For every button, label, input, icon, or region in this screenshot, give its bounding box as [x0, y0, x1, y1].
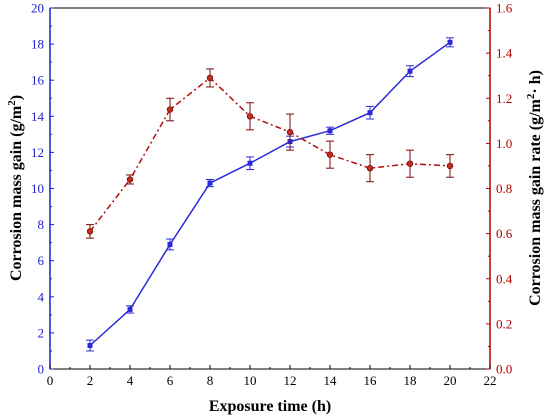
mass-gain-rate-line	[89, 76, 451, 232]
left-tick-label: 4	[38, 289, 45, 304]
x-tick-label: 16	[364, 373, 378, 388]
x-tick-label: 22	[484, 373, 497, 388]
mass-gain-rate-point	[286, 128, 294, 136]
mass-gain-point	[407, 68, 413, 74]
right-tick-label: 0.4	[496, 271, 513, 286]
right-tick-label: 1.4	[496, 46, 513, 61]
right-tick-label: 1.6	[496, 1, 513, 16]
mass-gain-point	[87, 343, 93, 349]
right-tick-label: 0.6	[496, 226, 513, 241]
left-tick-label: 16	[31, 73, 45, 88]
right-tick-label: 1.2	[496, 91, 512, 106]
mass-gain-rate-point	[86, 228, 94, 235]
left-tick-label: 8	[38, 217, 45, 232]
x-axis-title: Exposure time (h)	[209, 398, 331, 415]
x-tick-label: 14	[324, 373, 338, 388]
mass-gain-line	[89, 41, 451, 347]
left-tick-label: 6	[38, 253, 45, 268]
left-tick-label: 0	[38, 362, 45, 377]
mass-gain-point	[447, 39, 453, 45]
left-tick-label: 10	[31, 181, 44, 196]
right-tick-label: 0.2	[496, 316, 512, 331]
x-tick-label: 0	[47, 373, 54, 388]
right-axis-title: Corrosion mass gain rate (g/m2· h)	[525, 70, 544, 306]
mass-gain-point	[367, 110, 373, 116]
mass-gain-point	[127, 306, 133, 312]
mass-gain-rate-point	[326, 151, 334, 158]
x-tick-label: 12	[284, 373, 297, 388]
left-tick-label: 18	[31, 37, 44, 52]
mass-gain-rate-point	[246, 113, 254, 120]
x-tick-label: 8	[207, 373, 214, 388]
x-tick-label: 20	[444, 373, 457, 388]
left-tick-label: 14	[31, 109, 45, 124]
mass-gain-rate-point	[206, 74, 214, 82]
mass-gain-rate-point	[166, 106, 174, 113]
mass-gain-rate-point	[366, 164, 374, 172]
mass-gain-rate-point	[446, 162, 454, 170]
left-axis-title: Corrosion mass gain (g/m2)	[6, 95, 25, 281]
mass-gain-rate-point	[126, 176, 134, 183]
left-tick-label: 12	[31, 145, 44, 160]
mass-gain-rate-point	[406, 160, 414, 167]
x-tick-label: 6	[167, 373, 174, 388]
right-tick-label: 1.0	[496, 136, 512, 151]
x-tick-label: 18	[404, 373, 417, 388]
left-tick-label: 20	[31, 1, 44, 16]
left-tick-label: 2	[38, 325, 45, 340]
x-tick-label: 4	[127, 373, 134, 388]
plot-frame	[49, 7, 491, 370]
right-tick-label: 0.8	[496, 181, 512, 196]
x-tick-label: 10	[244, 373, 257, 388]
mass-gain-point	[327, 128, 333, 134]
mass-gain-point	[247, 160, 253, 166]
mass-gain-point	[207, 180, 213, 186]
right-tick-label: 0.0	[496, 362, 512, 377]
x-tick-label: 2	[87, 373, 94, 388]
mass-gain-point	[167, 241, 173, 247]
